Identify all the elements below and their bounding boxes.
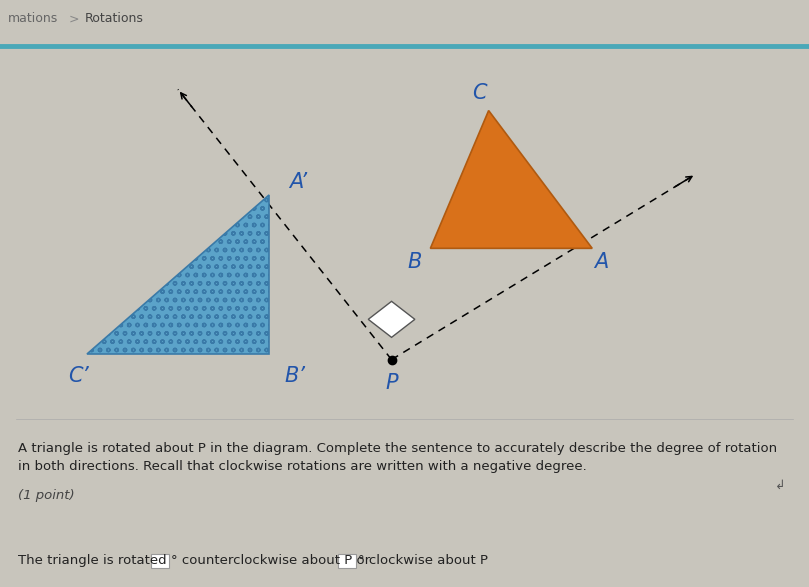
Text: ° clockwise about P: ° clockwise about P (358, 554, 488, 567)
Text: B: B (408, 252, 422, 272)
Polygon shape (87, 195, 269, 355)
Text: mations: mations (8, 12, 58, 25)
Text: C: C (472, 83, 487, 103)
Text: B’: B’ (284, 366, 305, 386)
Text: ° counterclockwise about P or: ° counterclockwise about P or (172, 554, 375, 567)
Polygon shape (368, 301, 415, 338)
Bar (151, 554, 169, 568)
Text: A triangle is rotated about P in the diagram. Complete the sentence to accuratel: A triangle is rotated about P in the dia… (18, 442, 777, 473)
Text: A: A (594, 252, 608, 272)
Text: Rotations: Rotations (85, 12, 144, 25)
Polygon shape (430, 110, 592, 248)
Text: >: > (69, 12, 79, 25)
Text: A’: A’ (290, 171, 307, 191)
Text: ↲: ↲ (774, 479, 785, 492)
Text: P: P (385, 373, 398, 393)
Text: The triangle is rotated: The triangle is rotated (18, 554, 171, 567)
Text: C’: C’ (68, 366, 89, 386)
Bar (337, 554, 356, 568)
Text: (1 point): (1 point) (18, 489, 74, 502)
